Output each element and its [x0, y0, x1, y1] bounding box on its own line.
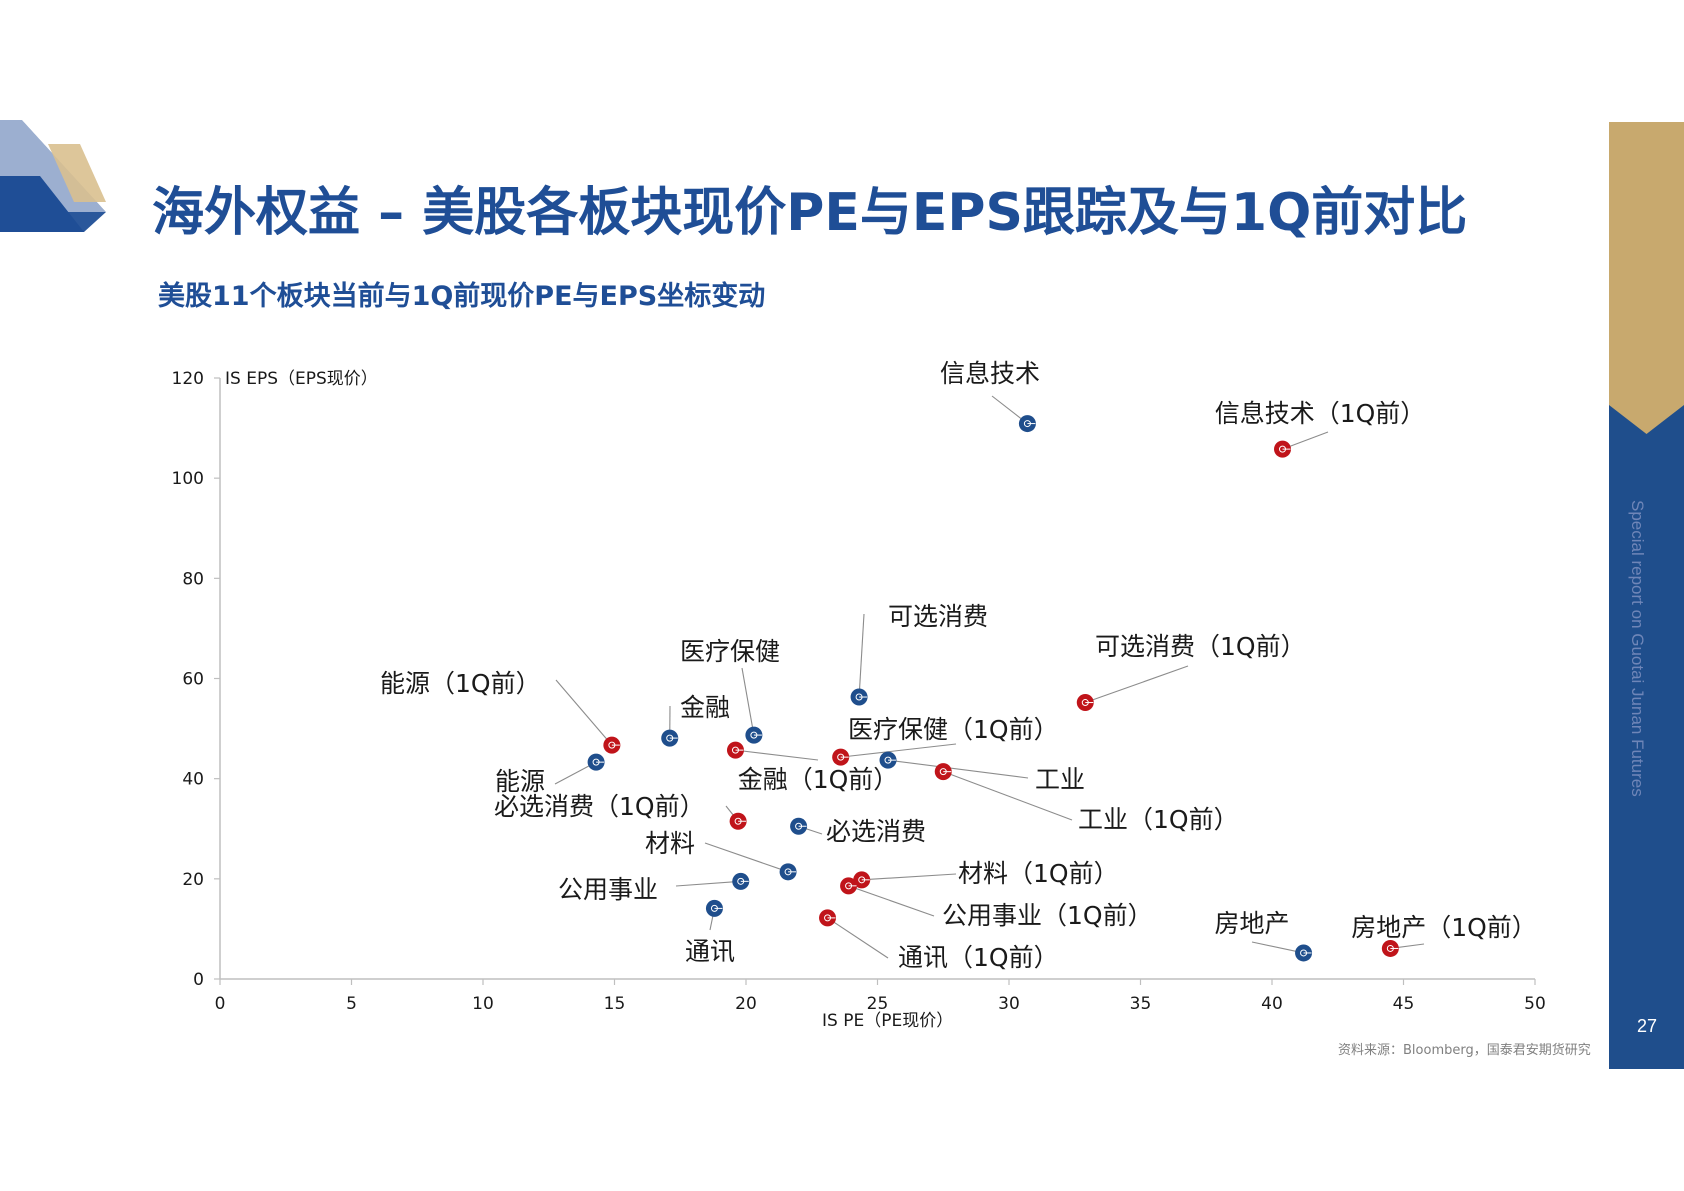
- leader-line: [555, 679, 613, 746]
- y-tick-label: 80: [182, 569, 204, 589]
- point-label: 工业（1Q前）: [1078, 805, 1239, 834]
- point-label: 医疗保健: [680, 637, 780, 666]
- x-tick-label: 0: [215, 994, 226, 1014]
- side-band: [1609, 122, 1684, 1069]
- x-tick-label: 45: [1393, 994, 1415, 1014]
- point-label: 可选消费（1Q前）: [1095, 632, 1306, 661]
- leader-line: [887, 759, 1029, 779]
- leader-line: [848, 885, 935, 917]
- leader-line: [1085, 665, 1189, 704]
- point-label: 通讯: [685, 937, 735, 966]
- point-label: 能源（1Q前）: [380, 669, 541, 698]
- leader-line: [704, 842, 789, 873]
- point-label: 公用事业（1Q前）: [942, 901, 1153, 930]
- point-label: 必选消费: [826, 817, 926, 846]
- page-title: 海外权益 – 美股各板块现价PE与EPS跟踪及与1Q前对比: [152, 183, 1468, 243]
- point-label: 房地产（1Q前）: [1351, 913, 1537, 942]
- point-label: 材料: [645, 829, 695, 858]
- point-label: 可选消费: [888, 602, 988, 631]
- y-tick-label: 40: [182, 770, 204, 790]
- chart-axes: 0 5 10 15 20 25 30 35 40 45 50 0 20 40 60 80 100 120 IS PE…: [172, 369, 1546, 1031]
- leader-line: [858, 613, 865, 698]
- x-tick-label: 5: [346, 994, 357, 1014]
- y-tick-label: 100: [172, 469, 204, 489]
- corner-logo: [0, 120, 110, 232]
- point-label: 公用事业: [558, 875, 658, 904]
- x-tick-label: 35: [1130, 994, 1152, 1014]
- x-tick-label: 30: [998, 994, 1020, 1014]
- data-points: [587, 415, 1399, 962]
- point-label: 工业: [1035, 765, 1085, 794]
- leader-line: [840, 743, 957, 758]
- y-axis-title: IS EPS（EPS现价）: [225, 369, 378, 389]
- point-label: 金融: [680, 693, 730, 722]
- leader-line: [827, 917, 889, 959]
- leader-line: [675, 880, 741, 887]
- chart-subtitle: 美股11个板块当前与1Q前现价PE与EPS坐标变动: [158, 281, 766, 312]
- point-label: 房地产: [1214, 909, 1289, 938]
- point-label: 信息技术: [940, 359, 1040, 388]
- x-tick-label: 25: [867, 994, 889, 1014]
- leader-line: [1251, 941, 1304, 954]
- point-label: 材料（1Q前）: [958, 859, 1119, 888]
- y-tick-label: 20: [182, 870, 204, 890]
- point-label: 通讯（1Q前）: [898, 943, 1059, 972]
- x-tick-label: 10: [472, 994, 494, 1014]
- y-tick-label: 60: [182, 670, 204, 690]
- leader-line: [861, 873, 957, 881]
- y-tick-label: 120: [172, 369, 204, 389]
- leader-line: [741, 667, 755, 736]
- x-tick-label: 15: [604, 994, 626, 1014]
- x-tick-label: 40: [1261, 994, 1283, 1014]
- point-label: 信息技术（1Q前）: [1215, 399, 1426, 428]
- point-label: 金融（1Q前）: [738, 765, 899, 794]
- x-tick-label: 50: [1524, 994, 1546, 1014]
- point-label: 医疗保健（1Q前）: [848, 715, 1059, 744]
- y-tick-label: 0: [193, 970, 204, 990]
- x-axis-title: IS PE（PE现价）: [822, 1011, 953, 1031]
- point-label: 能源: [495, 767, 545, 796]
- leader-lines: [554, 395, 1425, 959]
- point-label: 必选消费（1Q前）: [494, 792, 705, 821]
- source-note: 资料来源：Bloomberg，国泰君安期货研究: [1338, 1043, 1591, 1058]
- leader-line: [943, 771, 1073, 821]
- x-tick-label: 20: [735, 994, 757, 1014]
- page-number: 27: [1636, 1016, 1658, 1036]
- leader-line: [735, 749, 819, 761]
